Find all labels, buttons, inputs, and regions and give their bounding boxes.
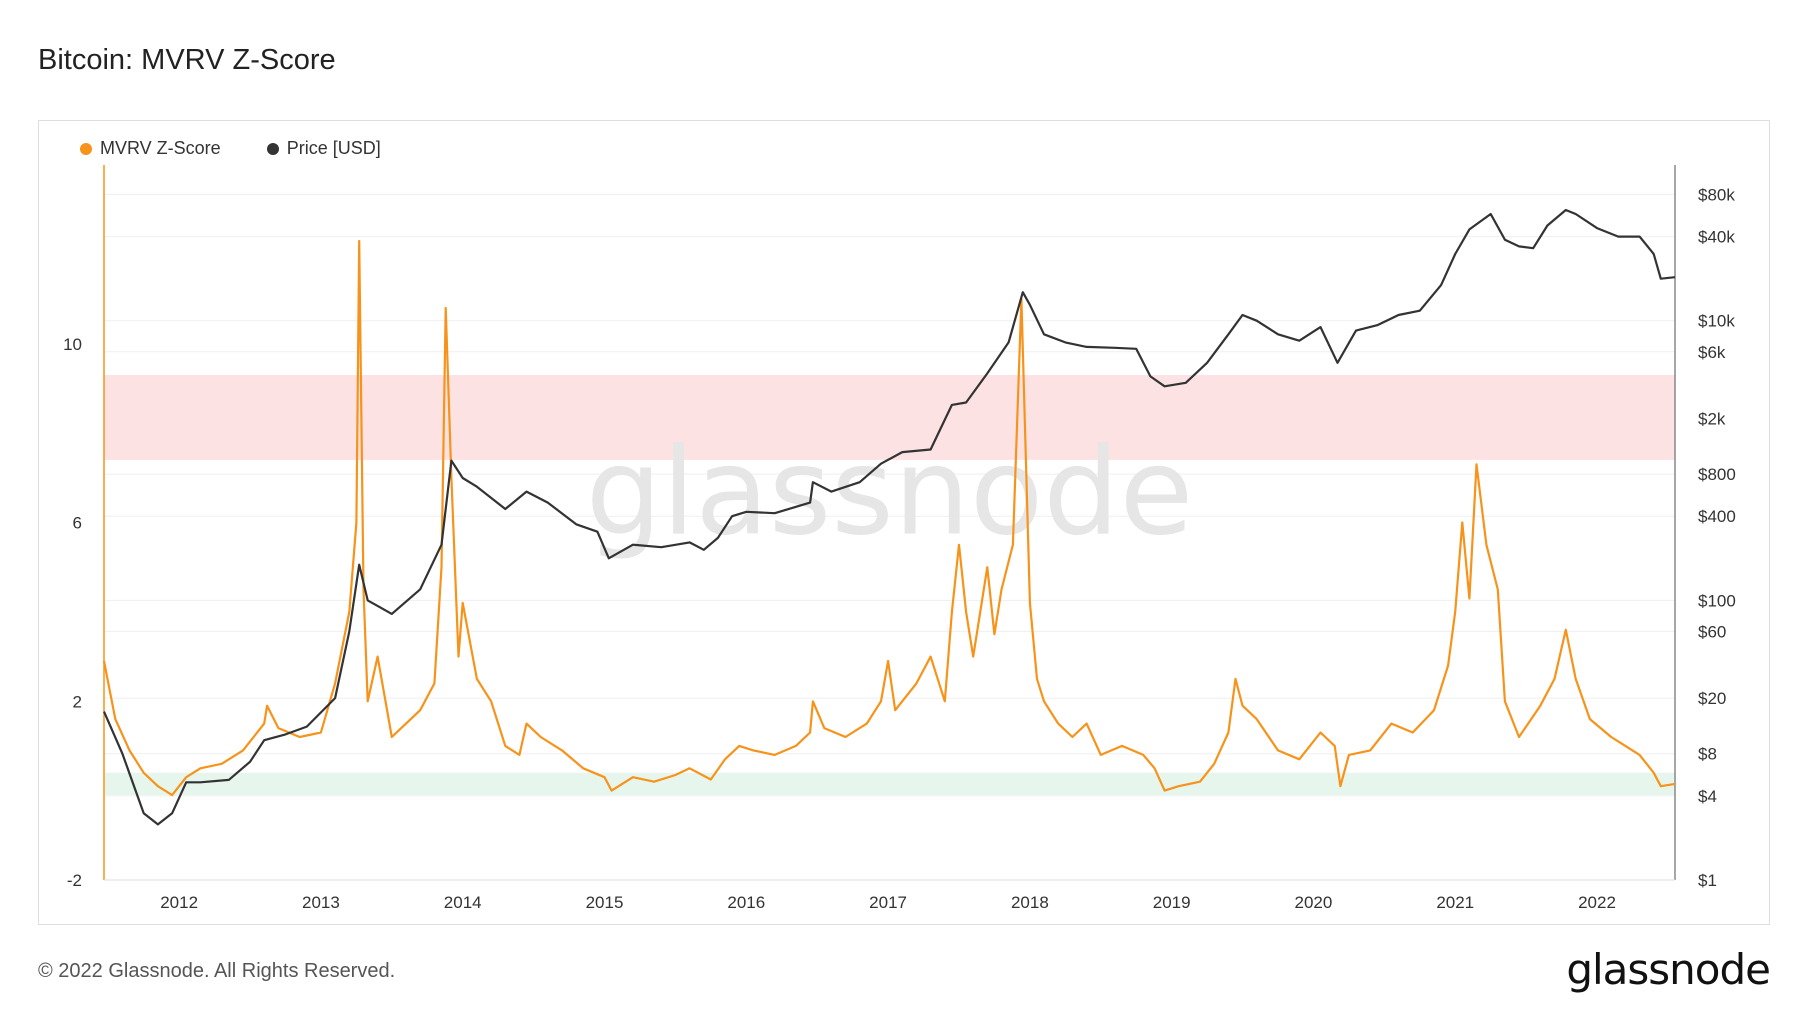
legend: MVRV Z-Score Price [USD] bbox=[80, 138, 381, 159]
axes: 2012 2013 2014 2015 2016 2017 2018 2019 2020 2021… bbox=[63, 165, 1736, 912]
x-tick-label: 2016 bbox=[727, 893, 765, 912]
legend-dot-icon bbox=[80, 142, 92, 155]
x-tick-label: 2021 bbox=[1436, 893, 1474, 912]
y-right-tick-label: $20 bbox=[1698, 689, 1726, 708]
copyright-text: © 2022 Glassnode. All Rights Reserved. bbox=[38, 960, 396, 982]
chart-frame bbox=[38, 120, 1770, 925]
y-right-tick-label: $80k bbox=[1698, 185, 1735, 204]
y-left-tick-label: 6 bbox=[73, 514, 82, 533]
x-tick-label: 2018 bbox=[1011, 893, 1049, 912]
x-tick-label: 2014 bbox=[444, 893, 482, 912]
glassnode-logo[interactable]: glassnode bbox=[1566, 945, 1771, 994]
green-zone-band bbox=[104, 772, 1675, 796]
y-right-tick-label: $800 bbox=[1698, 465, 1736, 484]
legend-label: MVRV Z-Score bbox=[100, 138, 221, 158]
x-tick-label: 2015 bbox=[586, 893, 624, 912]
y-left-tick-label: 2 bbox=[73, 692, 82, 711]
legend-dot-icon bbox=[266, 142, 279, 155]
x-tick-label: 2012 bbox=[160, 893, 198, 912]
price-line bbox=[102, 208, 1676, 826]
y-left-tick-label: -2 bbox=[67, 871, 82, 890]
x-tick-label: 2017 bbox=[869, 893, 907, 912]
page-title: Bitcoin: MVRV Z-Score bbox=[38, 44, 336, 76]
y-right-tick-label: $10k bbox=[1698, 312, 1735, 331]
legend-item-mvrv[interactable]: MVRV Z-Score bbox=[80, 138, 221, 159]
legend-item-price[interactable]: Price [USD] bbox=[266, 138, 381, 159]
x-tick-label: 2020 bbox=[1295, 893, 1333, 912]
mvrv-zscore-line bbox=[102, 239, 1676, 797]
x-tick-label: 2022 bbox=[1578, 893, 1616, 912]
y-left-tick-label: 10 bbox=[63, 335, 82, 354]
y-right-tick-label: $4 bbox=[1698, 787, 1717, 806]
y-right-tick-label: $6k bbox=[1698, 343, 1726, 362]
x-tick-label: 2019 bbox=[1153, 893, 1191, 912]
watermark: glassnode bbox=[586, 424, 1194, 563]
legend-label: Price [USD] bbox=[286, 138, 381, 158]
series-lines bbox=[102, 208, 1676, 826]
y-right-tick-label: $1 bbox=[1698, 871, 1717, 890]
red-zone-band bbox=[104, 375, 1675, 460]
y-right-tick-label: $40k bbox=[1698, 228, 1735, 247]
y-right-tick-label: $2k bbox=[1698, 409, 1726, 428]
y-right-tick-label: $100 bbox=[1698, 591, 1736, 610]
y-right-tick-label: $400 bbox=[1698, 507, 1736, 526]
x-tick-label: 2013 bbox=[302, 893, 340, 912]
y-right-tick-label: $8 bbox=[1698, 745, 1717, 764]
y-right-tick-label: $60 bbox=[1698, 622, 1726, 641]
zone-bands bbox=[104, 375, 1675, 796]
